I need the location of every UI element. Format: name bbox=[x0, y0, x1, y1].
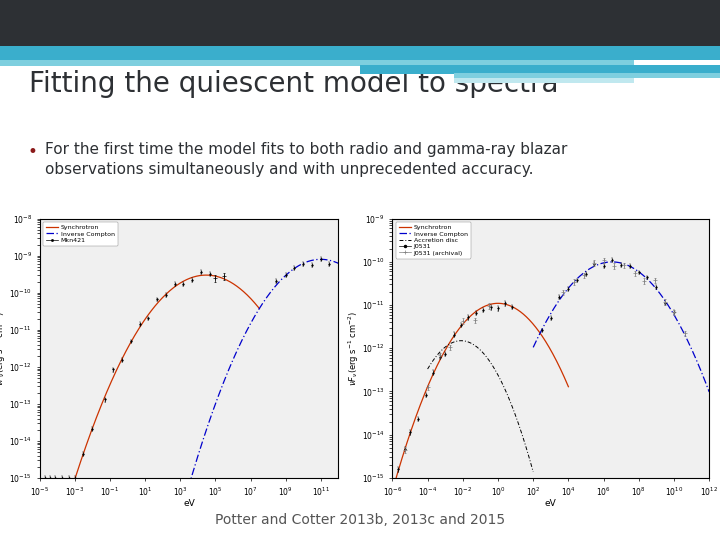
Synchrotron bbox=[388, 488, 397, 494]
Synchrotron bbox=[492, 300, 500, 307]
Synchrotron bbox=[255, 305, 264, 312]
Text: For the first time the model fits to both radio and gamma-ray blazar
observation: For the first time the model fits to bot… bbox=[45, 142, 567, 178]
Y-axis label: $\nu F_\nu$(erg s$^{-1}$ cm$^{-2}$): $\nu F_\nu$(erg s$^{-1}$ cm$^{-2}$) bbox=[346, 310, 361, 386]
Inverse Compton bbox=[317, 256, 325, 262]
Synchrotron bbox=[433, 361, 442, 368]
Y-axis label: $\nu F_\nu$(erg s$^{-1}$ cm$^{-2}$): $\nu F_\nu$(erg s$^{-1}$ cm$^{-2}$) bbox=[0, 310, 8, 386]
Inverse Compton bbox=[560, 290, 569, 296]
Inverse Compton bbox=[176, 511, 185, 518]
Synchrotron bbox=[254, 304, 263, 310]
Accretion disc bbox=[458, 338, 467, 344]
Inverse Compton bbox=[574, 274, 582, 281]
Inverse Compton bbox=[316, 256, 325, 262]
Inverse Compton bbox=[302, 259, 311, 265]
Line: Inverse Compton: Inverse Compton bbox=[181, 259, 338, 515]
Synchrotron bbox=[154, 299, 163, 306]
Inverse Compton bbox=[647, 280, 655, 286]
Accretion disc bbox=[500, 385, 509, 392]
Accretion disc bbox=[500, 384, 508, 390]
Inverse Compton bbox=[529, 344, 538, 350]
Accretion disc bbox=[436, 348, 445, 355]
Accretion disc bbox=[465, 339, 474, 346]
Accretion disc bbox=[423, 366, 432, 372]
Synchrotron bbox=[494, 300, 503, 307]
Synchrotron bbox=[233, 283, 241, 289]
Synchrotron bbox=[135, 326, 143, 332]
Accretion disc bbox=[529, 469, 538, 475]
X-axis label: eV: eV bbox=[545, 500, 557, 508]
Synchrotron bbox=[564, 383, 572, 390]
Inverse Compton bbox=[633, 267, 642, 274]
Line: Synchrotron: Synchrotron bbox=[64, 275, 259, 515]
Synchrotron bbox=[468, 312, 477, 318]
Line: Synchrotron: Synchrotron bbox=[392, 303, 568, 491]
Inverse Compton bbox=[662, 299, 670, 305]
Synchrotron bbox=[219, 275, 228, 282]
Inverse Compton bbox=[608, 259, 616, 265]
Text: Fitting the quiescent model to spectra: Fitting the quiescent model to spectra bbox=[29, 70, 558, 98]
Inverse Compton bbox=[334, 260, 343, 267]
Inverse Compton bbox=[705, 389, 714, 395]
X-axis label: eV: eV bbox=[183, 500, 195, 508]
Inverse Compton bbox=[299, 260, 307, 267]
Inverse Compton bbox=[276, 276, 285, 283]
Legend: Synchrotron, Inverse Compton, Mkn421: Synchrotron, Inverse Compton, Mkn421 bbox=[42, 222, 118, 246]
Line: Inverse Compton: Inverse Compton bbox=[534, 262, 709, 392]
Accretion disc bbox=[490, 365, 499, 372]
Inverse Compton bbox=[203, 423, 212, 429]
Line: Accretion disc: Accretion disc bbox=[428, 341, 534, 472]
Legend: Synchrotron, Inverse Compton, Accretion disc, J0531, J0531 (archival): Synchrotron, Inverse Compton, Accretion … bbox=[395, 222, 471, 259]
Synchrotron bbox=[521, 313, 529, 319]
Synchrotron bbox=[60, 511, 68, 518]
Inverse Compton bbox=[203, 424, 212, 431]
Accretion disc bbox=[457, 338, 466, 344]
Inverse Compton bbox=[609, 259, 618, 265]
Synchrotron bbox=[419, 393, 428, 400]
Synchrotron bbox=[118, 355, 127, 362]
Synchrotron bbox=[202, 272, 210, 278]
Text: Potter and Cotter 2013b, 2013c and 2015: Potter and Cotter 2013b, 2013c and 2015 bbox=[215, 512, 505, 526]
Synchrotron bbox=[506, 302, 515, 309]
Text: •: • bbox=[27, 143, 37, 161]
